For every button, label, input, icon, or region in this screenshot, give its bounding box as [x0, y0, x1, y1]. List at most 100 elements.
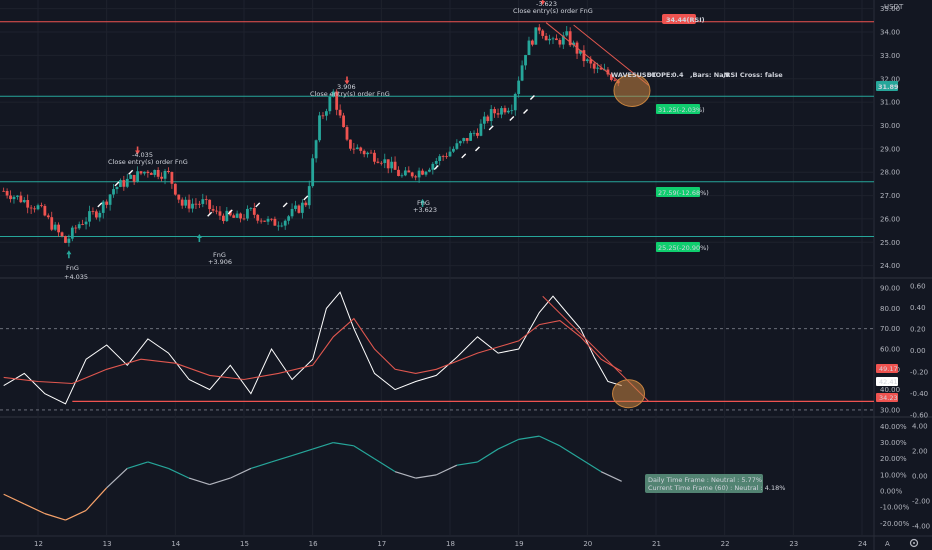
candle-body	[359, 147, 363, 151]
candle-body	[606, 69, 610, 75]
candle-body	[362, 150, 366, 155]
price-axis-tick: 32.00	[880, 75, 900, 83]
slope-value: 0.4	[672, 71, 684, 79]
candle-body	[115, 186, 119, 190]
info-box-line-2: Current Time Frame (60) : Neutral : 4.18…	[648, 484, 785, 492]
candle-body	[143, 171, 146, 174]
candle-body	[579, 50, 582, 54]
osc-axis-tick: 40.00%	[880, 423, 907, 431]
price-axis-tick: 35.00	[880, 5, 900, 13]
candle-body	[132, 174, 136, 182]
oscillator-segment	[106, 467, 128, 489]
rsi-axis-tick: 30.00	[880, 406, 900, 414]
price-axis-tick: 29.00	[880, 145, 900, 153]
candle-body	[486, 116, 490, 122]
candle-body	[50, 217, 54, 230]
candle-body	[448, 151, 452, 157]
candle-body	[438, 156, 442, 161]
candle-body	[458, 141, 462, 144]
candle-body	[493, 109, 497, 114]
candle-body	[544, 35, 548, 41]
time-axis-tick: 12	[34, 540, 43, 548]
entry-arrow	[196, 233, 202, 242]
candle-body	[249, 208, 253, 209]
candle-body	[170, 172, 174, 184]
signal-mark	[97, 202, 103, 208]
time-axis-tick: 15	[240, 540, 249, 548]
candle-body	[201, 199, 205, 204]
rsi-right-axis-tick: -0.20	[910, 369, 928, 377]
candle-body	[270, 218, 273, 220]
candle-body	[67, 238, 71, 243]
candle-body	[280, 225, 284, 227]
price-trend-line-upper	[545, 22, 619, 82]
rsi-line-badge	[876, 393, 898, 402]
trade-annotation-1-text: Close entry(s) order FnG	[108, 158, 188, 166]
candle-body	[180, 199, 184, 206]
candle-body	[19, 195, 23, 203]
oscillator-segment	[580, 458, 602, 473]
last-price-badge-text: 31.89	[878, 83, 899, 91]
candle-body	[105, 201, 109, 205]
candle-body	[122, 180, 126, 187]
candle-body	[16, 195, 19, 197]
candle-body	[599, 67, 603, 70]
candle-body	[119, 180, 122, 187]
settings-gear-icon[interactable]	[909, 538, 919, 548]
candle-body	[476, 132, 479, 136]
candle-body	[541, 30, 545, 36]
oscillator-segment	[353, 445, 375, 460]
candle-body	[338, 109, 342, 116]
level-label-box-1	[656, 104, 700, 114]
osc-axis-tick: 30.00%	[880, 439, 907, 447]
candle-body	[136, 171, 139, 182]
price-axis-tick: 33.00	[880, 52, 900, 60]
signal-mark	[207, 211, 213, 217]
candle-body	[510, 110, 514, 112]
candle-body	[565, 31, 569, 36]
candle-body	[22, 200, 26, 203]
oscillator-segment	[436, 464, 458, 476]
candle-body	[314, 140, 318, 159]
candle-body	[407, 170, 411, 173]
price-axis-tick: 31.00	[880, 99, 900, 107]
time-axis-tick: 16	[309, 540, 318, 548]
footer-label[interactable]: A	[885, 540, 890, 548]
signal-mark	[128, 169, 134, 175]
candle-body	[300, 202, 304, 213]
candle-body	[366, 152, 369, 155]
candle-body	[393, 161, 397, 170]
candle-body	[194, 203, 198, 205]
oscillator-segment	[394, 471, 416, 479]
rsi-right-axis-tick: 0.20	[910, 326, 926, 334]
oscillator-segment	[600, 471, 622, 482]
candle-body	[349, 139, 352, 149]
candle-body	[414, 176, 418, 178]
trend-lines	[545, 22, 651, 107]
candle-body	[379, 162, 383, 164]
trade-annotation-2-value: 3.906	[337, 83, 356, 91]
time-axis-tick: 14	[171, 540, 180, 548]
candle-body	[91, 211, 95, 212]
entry-annotation-1-label: FnG	[66, 264, 79, 272]
osc-right-axis-tick: -4.00	[912, 523, 930, 531]
oscillator-segment	[312, 442, 334, 450]
candle-body	[311, 158, 315, 187]
candle-body	[585, 59, 589, 62]
candle-body	[187, 199, 191, 209]
bars-info: ,Bars: NaN	[690, 71, 729, 79]
candle-body	[57, 224, 60, 233]
candle-body	[29, 207, 33, 209]
candle-body	[555, 38, 558, 41]
candle-body	[503, 108, 507, 113]
candle-body	[373, 152, 376, 162]
oscillator-segment	[127, 461, 149, 470]
osc-right-axis-tick: 2.00	[912, 448, 928, 456]
candle-body	[479, 123, 483, 136]
info-box-line-1: Daily Time Frame : Neutral : 5.77%	[648, 476, 762, 484]
candle-body	[582, 50, 586, 62]
rsi-right-axis-tick: 0.60	[910, 283, 926, 291]
candle-body	[101, 201, 105, 213]
candle-body	[428, 169, 431, 172]
annotations	[66, 0, 546, 259]
